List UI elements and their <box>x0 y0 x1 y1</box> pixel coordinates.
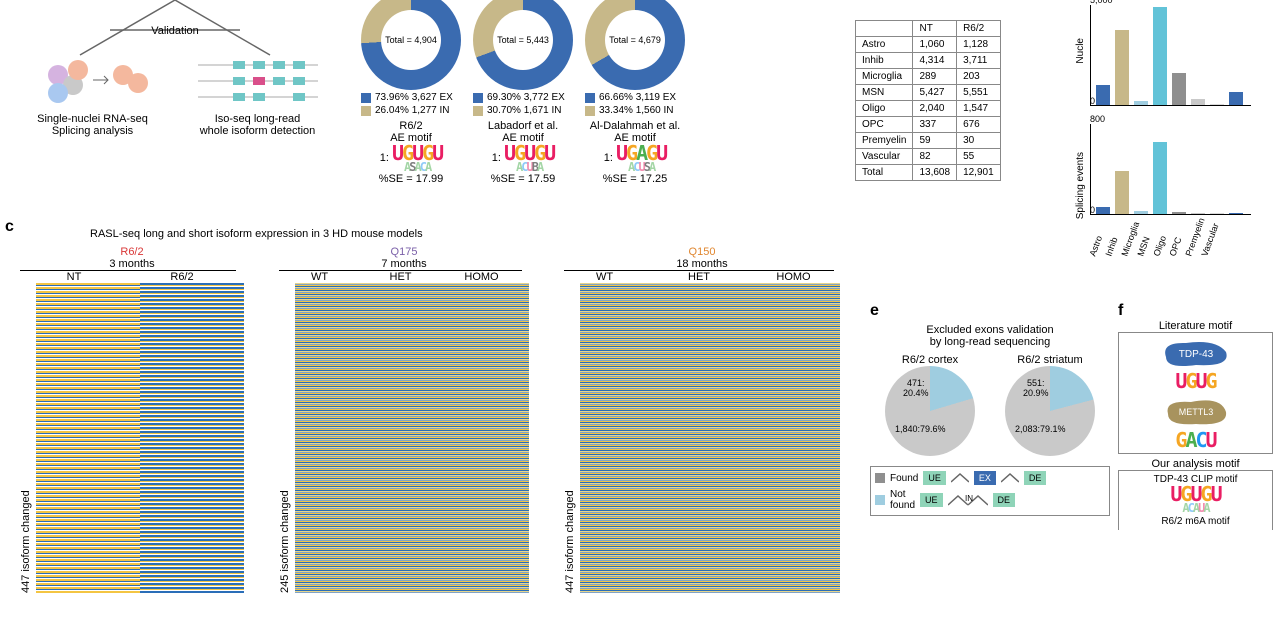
svg-text:IN: IN <box>965 494 973 503</box>
svg-text:METTL3: METTL3 <box>1178 407 1213 417</box>
donut-chart: Total = 4,904 73.96% 3,627 EX 26.04% 1,2… <box>361 0 461 185</box>
heatmap-Q150: Q150 18 months WTHETHOMO 447 isoform cha… <box>564 246 840 593</box>
panel-e-label: e <box>870 302 879 319</box>
isoseq-icon <box>193 55 323 110</box>
heatmap-Q175: Q175 7 months WTHETHOMO 245 isoform chan… <box>279 246 529 593</box>
sn-caption-1: Single-nuclei RNA-seq <box>18 113 168 125</box>
bars-top-ylabel: Nucle <box>1075 38 1086 64</box>
heatmap-R6/2: R6/2 3 months NTR6/2 447 isoform changed <box>20 246 244 593</box>
panel-c-label: c <box>5 218 14 235</box>
validation-pie: R6/2 cortex 471: 20.4% 1,840:79.6% <box>885 354 975 456</box>
donut-chart: Total = 4,679 66.66% 3,119 EX 33.34% 1,5… <box>585 0 685 185</box>
sn-rnaseq-icon <box>38 55 148 110</box>
nuclei-bar-chart <box>1090 5 1251 106</box>
sn-caption-2: Splicing analysis <box>18 125 168 137</box>
panel-f-label: f <box>1118 302 1123 319</box>
mettl3-blob-icon: METTL3 <box>1156 396 1236 428</box>
splicing-bar-chart <box>1090 124 1251 215</box>
bars-bot-ylabel: Splicing events <box>1075 152 1086 219</box>
panel-c-title: RASL-seq long and short isoform expressi… <box>90 228 423 240</box>
cell-type-table: NTR6/2Astro1,0601,128Inhib4,3143,711Micr… <box>855 20 1001 181</box>
iso-caption-1: Iso-seq long-read <box>183 113 333 125</box>
tdp43-blob-icon: TDP-43 <box>1156 337 1236 369</box>
donut-chart: Total = 5,443 69.30% 3,772 EX 30.70% 1,6… <box>473 0 573 185</box>
validation-pie: R6/2 striatum 551: 20.9% 2,083:79.1% <box>1005 354 1095 456</box>
iso-caption-2: whole isoform detection <box>183 125 333 137</box>
svg-text:TDP-43: TDP-43 <box>1178 349 1213 360</box>
